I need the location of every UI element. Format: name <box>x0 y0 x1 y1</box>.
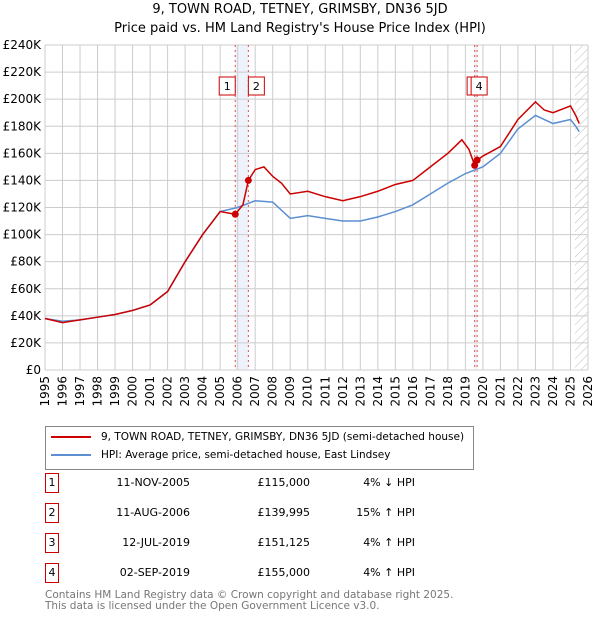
y-tick-label: £200K <box>3 92 43 106</box>
transaction-date: 11-AUG-2006 <box>116 506 190 519</box>
y-tick-label: £0 <box>26 363 41 377</box>
footer-line-1: Contains HM Land Registry data © Crown c… <box>45 589 454 601</box>
x-tick-label: 2011 <box>318 376 332 407</box>
series-line-0 <box>44 100 580 324</box>
sale-point <box>244 176 252 184</box>
marker-box-label: 2 <box>253 80 260 93</box>
x-tick-label: 2019 <box>458 376 472 407</box>
x-tick-label: 2012 <box>336 376 350 407</box>
marker-box <box>218 76 236 96</box>
transaction-hpi: 4% ↑ HPI <box>363 566 415 579</box>
transaction-row: 3 12-JUL-2019 £151,125 4% ↑ HPI <box>45 533 445 553</box>
x-tick-label: 2004 <box>196 376 210 407</box>
transaction-price: £139,995 <box>257 506 311 519</box>
legend-swatch-property <box>51 436 91 438</box>
transaction-hpi: 4% ↓ HPI <box>363 476 415 489</box>
x-tick-label: 2020 <box>476 376 490 407</box>
x-tick-label: 2010 <box>301 376 315 407</box>
x-tick-label: 2024 <box>546 376 560 407</box>
x-tick-label: 2002 <box>161 376 175 407</box>
x-tick-label: 2017 <box>423 376 437 407</box>
marker-box-label: 1 <box>224 80 231 93</box>
x-tick-label: 2008 <box>266 376 280 407</box>
transaction-row: 2 11-AUG-2006 £139,995 15% ↑ HPI <box>45 503 445 523</box>
y-tick-label: £180K <box>3 119 43 133</box>
x-tick-label: 2015 <box>388 376 402 407</box>
x-tick-label: 1997 <box>73 376 87 407</box>
transaction-price: £151,125 <box>257 536 311 549</box>
y-tick-label: £220K <box>3 65 43 79</box>
y-tick-label: £100K <box>3 228 43 242</box>
transaction-row: 1 11-NOV-2005 £115,000 4% ↓ HPI <box>45 473 445 493</box>
x-tick-label: 2026 <box>581 376 595 407</box>
x-tick-label: 1998 <box>91 376 105 407</box>
y-tick-label: £80K <box>10 255 42 269</box>
transaction-number: 4 <box>45 563 59 583</box>
transaction-row: 4 02-SEP-2019 £155,000 4% ↑ HPI <box>45 563 445 583</box>
x-tick-label: 2016 <box>406 376 420 407</box>
transaction-price: £115,000 <box>257 476 311 489</box>
x-tick-label: 1995 <box>38 376 52 407</box>
chart-title: 9, TOWN ROAD, TETNEY, GRIMSBY, DN36 5JD <box>152 2 448 17</box>
y-tick-label: £60K <box>10 282 42 296</box>
y-tick-label: £40K <box>10 309 42 323</box>
x-tick-label: 2005 <box>213 376 227 407</box>
transaction-number: 1 <box>45 473 59 493</box>
transaction-date: 11-NOV-2005 <box>116 476 190 489</box>
footer: Contains HM Land Registry data © Crown c… <box>45 590 453 612</box>
marker-box <box>470 76 488 96</box>
x-tick-label: 2025 <box>563 376 577 407</box>
x-tick-label: 2013 <box>353 376 367 407</box>
sale-point <box>231 210 239 218</box>
y-tick-label: £140K <box>3 173 43 187</box>
x-tick-label: 2018 <box>441 376 455 407</box>
transaction-hpi: 15% ↑ HPI <box>356 506 415 519</box>
x-tick-label: 2003 <box>178 376 192 407</box>
marker-box-label: 4 <box>476 80 483 93</box>
y-tick-label: £240K <box>3 38 43 52</box>
transaction-hpi: 4% ↑ HPI <box>363 536 415 549</box>
x-tick-label: 2014 <box>371 376 385 407</box>
y-tick-label: £20K <box>10 336 42 350</box>
legend-label-property: 9, TOWN ROAD, TETNEY, GRIMSBY, DN36 5JD … <box>101 431 465 443</box>
legend-label-hpi: HPI: Average price, semi-detached house,… <box>101 449 391 461</box>
transaction-number: 2 <box>45 503 59 523</box>
marker-box <box>247 76 265 96</box>
transaction-number: 3 <box>45 533 59 553</box>
footer-line-2: This data is licensed under the Open Gov… <box>45 600 380 612</box>
x-tick-label: 2001 <box>143 376 157 407</box>
sale-point <box>471 161 479 169</box>
x-tick-label: 1999 <box>108 376 122 407</box>
x-tick-label: 2023 <box>528 376 542 407</box>
x-tick-label: 2022 <box>511 376 525 407</box>
legend: 9, TOWN ROAD, TETNEY, GRIMSBY, DN36 5JD … <box>45 426 474 470</box>
transaction-date: 02-SEP-2019 <box>119 566 190 579</box>
x-tick-label: 2009 <box>283 376 297 407</box>
y-tick-label: £160K <box>3 146 43 160</box>
chart-plot: £0 £20K £40K £60K £80K £100K £120K £140K £160K £1… <box>3 38 595 407</box>
x-tick-label: 2021 <box>493 376 507 407</box>
y-tick-label: £120K <box>3 201 43 215</box>
x-tick-label: 2007 <box>248 376 262 407</box>
transaction-date: 12-JUL-2019 <box>122 536 190 549</box>
x-tick-label: 2006 <box>231 376 245 407</box>
transaction-price: £155,000 <box>257 566 311 579</box>
x-tick-label: 2000 <box>126 376 140 407</box>
series-line-1 <box>44 114 580 323</box>
sale-point <box>473 156 481 164</box>
legend-swatch-hpi <box>51 454 91 456</box>
chart-subtitle: Price paid vs. HM Land Registry's House … <box>114 21 486 36</box>
x-tick-label: 1996 <box>56 376 70 407</box>
